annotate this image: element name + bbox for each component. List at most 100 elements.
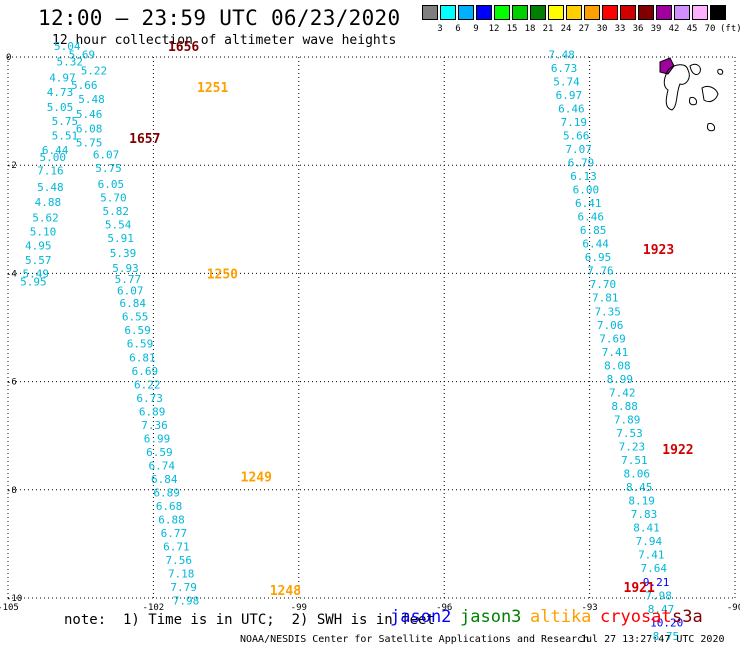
wave-height-value: 6.73: [551, 62, 578, 75]
wave-height-value: 7.42: [609, 386, 636, 399]
wave-height-value: 7.06: [597, 319, 624, 332]
footnote: note: 1) Time is in UTC; 2) SWH is in fe…: [64, 612, 435, 628]
wave-height-value: 7.56: [166, 554, 193, 567]
wave-height-value: 4.97: [49, 72, 76, 85]
x-tick-label: -99: [291, 603, 307, 613]
map-title: 12:00 – 23:59 UTC 06/23/2020: [38, 6, 401, 30]
colorbar-unit: (ft): [720, 24, 740, 34]
colorbar-swatch: [530, 5, 546, 20]
pass-time-label: 1250: [207, 267, 238, 282]
colorbar-label: 18: [524, 24, 536, 34]
wave-height-value: 6.44: [42, 144, 69, 157]
colorbar-swatch: [512, 5, 528, 20]
wave-height-value: 7.07: [565, 143, 592, 156]
wave-height-value: 6.13: [570, 170, 597, 183]
wave-height-value: 5.75: [52, 115, 78, 128]
wave-height-value: 5.62: [32, 212, 59, 225]
wave-height-value: 6.00: [573, 184, 600, 197]
credit-line: NOAA/NESDIS Center for Satellite Applica…: [240, 634, 590, 645]
pass-time-label: 1249: [241, 470, 272, 485]
wave-height-value: 6.44: [582, 238, 609, 251]
legend-entry-jason2: jason2: [390, 607, 452, 627]
colorbar-label: 36: [632, 24, 644, 34]
x-tick-label: -102: [143, 603, 165, 613]
y-tick-label: -2: [6, 161, 17, 171]
wave-height-value: 5.51: [52, 129, 78, 142]
colorbar-label: 9: [473, 24, 479, 34]
y-tick-label: -8: [6, 486, 17, 496]
colorbar-swatch: [476, 5, 492, 20]
wave-height-value: 6.84: [151, 473, 178, 486]
pass-time-label: 1923: [643, 243, 674, 258]
x-tick-label: -90: [727, 603, 740, 613]
wave-height-value: 5.70: [100, 192, 127, 205]
wave-height-value: 7.70: [590, 278, 617, 291]
wave-height-value: 8.88: [611, 400, 638, 413]
colorbar-swatch: [458, 5, 474, 20]
y-tick-label: -10: [6, 594, 22, 604]
colorbar-label: 42: [668, 24, 680, 34]
wave-height-value: 6.97: [556, 89, 583, 102]
wave-height-value: 5.57: [25, 254, 52, 267]
pass-time-label: 1921: [624, 581, 655, 596]
wave-height-value: 9.21: [643, 576, 670, 589]
pass-time-label: 1922: [662, 443, 693, 458]
wave-height-value: 5.46: [76, 108, 103, 121]
wave-height-value: 7.98: [173, 595, 200, 608]
wave-height-value: 7.94: [636, 535, 663, 548]
wave-height-value: 6.08: [76, 122, 103, 135]
wave-height-value: 6.07: [93, 148, 120, 161]
y-tick-label: -4: [6, 269, 17, 279]
generation-timestamp: Jul 27 13:27:47 UTC 2020: [580, 634, 725, 645]
colorbar-swatch: [656, 5, 672, 20]
colorbar-swatch: [602, 5, 618, 20]
wave-height-value: 5.04: [54, 40, 81, 53]
wave-height-value: 5.66: [71, 79, 98, 92]
wave-height-value: 7.36: [141, 419, 168, 432]
colorbar-swatch: [674, 5, 690, 20]
wave-height-value: 6.22: [134, 378, 161, 391]
colorbar-label: 21: [542, 24, 554, 34]
colorbar-swatch: [584, 5, 600, 20]
colorbar-label: 6: [455, 24, 461, 34]
wave-height-value: 5.95: [20, 276, 47, 289]
wave-height-value: 6.74: [149, 459, 176, 472]
wave-height-value: 7.23: [619, 441, 646, 454]
wave-height-value: 7.89: [614, 413, 641, 426]
pass-time-label: 1251: [197, 81, 228, 96]
colorbar-swatch: [692, 5, 708, 20]
wave-height-value: 6.89: [153, 487, 180, 500]
wave-height-value: 6.84: [119, 297, 146, 310]
colorbar-swatch: [638, 5, 654, 20]
wave-height-value: 5.75: [76, 136, 103, 149]
colorbar-label: 3: [437, 24, 443, 34]
colorbar-label: 39: [650, 24, 662, 34]
wave-height-value: 6.71: [163, 541, 190, 554]
x-tick-label: -93: [581, 603, 597, 613]
wave-height-value: 8.45: [626, 481, 653, 494]
wave-height-value: 6.73: [136, 392, 163, 405]
wave-height-value: 8.75: [653, 630, 680, 643]
wave-height-value: 8.08: [604, 359, 631, 372]
wave-height-value: 5.91: [107, 232, 133, 245]
axis-ticks: -105 -102 -99 -96 -93 -90 0 -2 -4 -6 -8 -10: [0, 53, 740, 613]
wave-height-value: 5.32: [56, 55, 83, 68]
x-tick-label: -105: [0, 603, 19, 613]
colorbar-label: 12: [488, 24, 500, 34]
wave-height-value: 5.77: [115, 273, 142, 286]
colorbar-label: 33: [614, 24, 626, 34]
wave-height-value: 5.82: [103, 205, 130, 218]
wave-height-value: 8.06: [624, 468, 651, 481]
legend-entry-s3a: s3a: [672, 607, 703, 627]
wave-height-value: 6.41: [575, 197, 602, 210]
wave-height-value: 7.83: [631, 508, 658, 521]
wave-height-value: 6.81: [129, 351, 156, 364]
colorbar-label: 45: [686, 24, 698, 34]
colorbar-label: 30: [596, 24, 608, 34]
wave-height-value: 7.98: [645, 589, 672, 602]
wave-height-value: 6.07: [117, 285, 144, 298]
wave-height-value: 7.51: [621, 454, 648, 467]
map-grid: [7, 56, 736, 599]
colorbar-swatch: [548, 5, 564, 20]
colorbar-label: 15: [506, 24, 518, 34]
